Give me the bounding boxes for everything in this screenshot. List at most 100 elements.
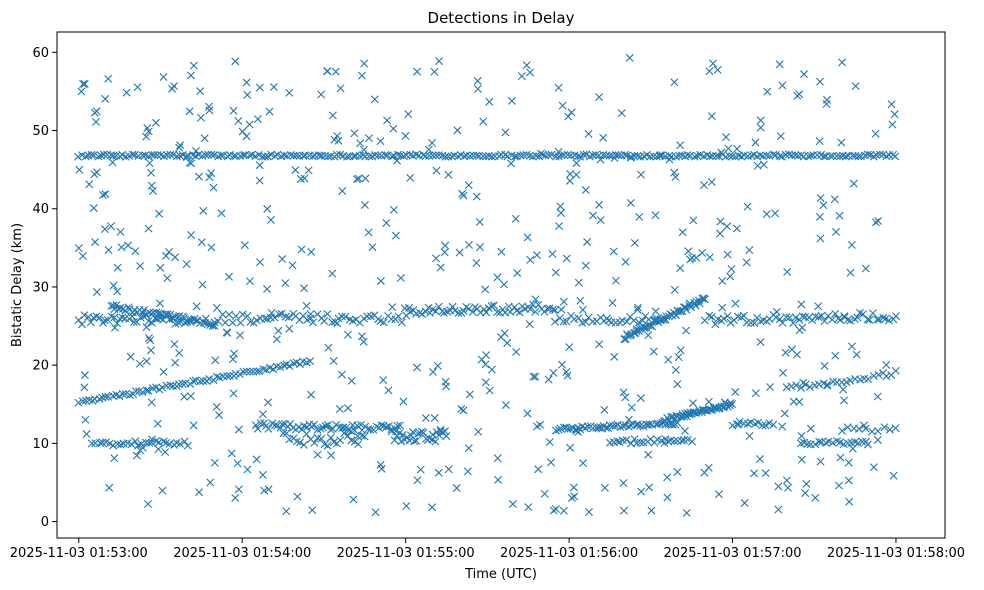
data-point <box>676 346 685 355</box>
data-point <box>863 150 872 159</box>
data-point <box>408 427 417 436</box>
data-point <box>836 453 845 462</box>
data-point <box>442 382 451 391</box>
x-tick-label: 2025-11-03 01:54:00 <box>173 546 311 561</box>
data-point <box>645 420 654 429</box>
data-point <box>323 441 332 450</box>
data-point <box>566 169 575 178</box>
data-point <box>756 116 765 125</box>
data-point <box>174 380 183 389</box>
data-point <box>887 100 896 109</box>
data-point <box>151 118 160 127</box>
data-point <box>645 483 654 492</box>
data-point <box>404 110 413 119</box>
data-point <box>772 307 781 316</box>
data-point <box>814 302 823 311</box>
data-point <box>717 148 726 157</box>
data-point <box>224 272 233 281</box>
data-point <box>317 434 326 443</box>
data-point <box>406 173 415 182</box>
data-point <box>350 129 359 138</box>
data-point <box>778 318 787 327</box>
data-point <box>633 303 642 312</box>
data-point <box>328 269 337 278</box>
data-point <box>258 410 267 419</box>
data-point <box>873 427 882 435</box>
data-point <box>243 465 252 474</box>
data-point <box>417 310 426 319</box>
data-point <box>579 150 588 159</box>
data-point <box>873 392 882 401</box>
data-point <box>756 151 765 160</box>
data-point <box>338 187 347 195</box>
data-point <box>389 205 398 214</box>
data-point <box>336 436 345 445</box>
data-point <box>118 313 127 322</box>
data-point <box>554 83 563 92</box>
data-point <box>203 320 212 329</box>
data-point <box>372 422 381 431</box>
data-point <box>882 372 891 381</box>
data-point <box>87 150 96 159</box>
data-point <box>138 388 147 397</box>
data-point <box>622 435 631 444</box>
data-point <box>158 486 167 495</box>
data-point <box>556 202 565 211</box>
data-point <box>389 124 398 133</box>
data-point <box>526 255 535 264</box>
data-point <box>489 301 498 310</box>
data-point <box>789 397 798 406</box>
data-point <box>210 321 219 330</box>
data-point <box>815 137 824 146</box>
data-point <box>297 245 306 254</box>
data-point <box>665 155 674 164</box>
data-point <box>673 380 682 389</box>
data-point <box>430 67 439 76</box>
data-point <box>846 376 855 385</box>
data-point <box>745 246 754 255</box>
data-point <box>285 324 294 333</box>
data-point <box>291 166 300 175</box>
data-point <box>255 367 264 376</box>
data-point <box>723 312 732 321</box>
data-point <box>854 152 863 161</box>
data-point <box>337 312 346 321</box>
data-point <box>153 151 162 160</box>
data-point <box>651 211 660 220</box>
data-point <box>831 351 840 360</box>
data-point <box>761 469 770 478</box>
data-point <box>144 333 153 342</box>
data-point <box>211 356 220 365</box>
data-point <box>550 317 559 326</box>
data-point <box>273 150 282 159</box>
data-point <box>343 431 352 440</box>
data-point <box>459 406 468 415</box>
data-point <box>212 303 221 312</box>
data-point <box>572 426 581 435</box>
data-point <box>551 268 560 277</box>
data-point <box>822 99 831 108</box>
data-point <box>349 152 358 161</box>
data-point <box>236 370 245 379</box>
data-point <box>278 420 287 429</box>
data-point <box>884 316 893 325</box>
data-point <box>266 215 275 224</box>
data-point <box>156 263 165 272</box>
data-point <box>192 302 201 311</box>
data-point <box>626 153 635 162</box>
data-point <box>871 218 880 227</box>
data-point <box>853 313 862 322</box>
data-point <box>285 88 294 97</box>
data-point <box>78 397 87 406</box>
data-point <box>302 430 311 439</box>
data-point <box>300 284 309 293</box>
data-point <box>726 272 735 281</box>
data-point <box>370 95 379 104</box>
data-point <box>476 243 485 252</box>
data-point <box>576 296 585 305</box>
data-point <box>277 309 286 318</box>
data-point <box>421 151 430 160</box>
data-point <box>869 152 878 161</box>
data-point <box>357 332 366 341</box>
data-point <box>171 358 180 367</box>
